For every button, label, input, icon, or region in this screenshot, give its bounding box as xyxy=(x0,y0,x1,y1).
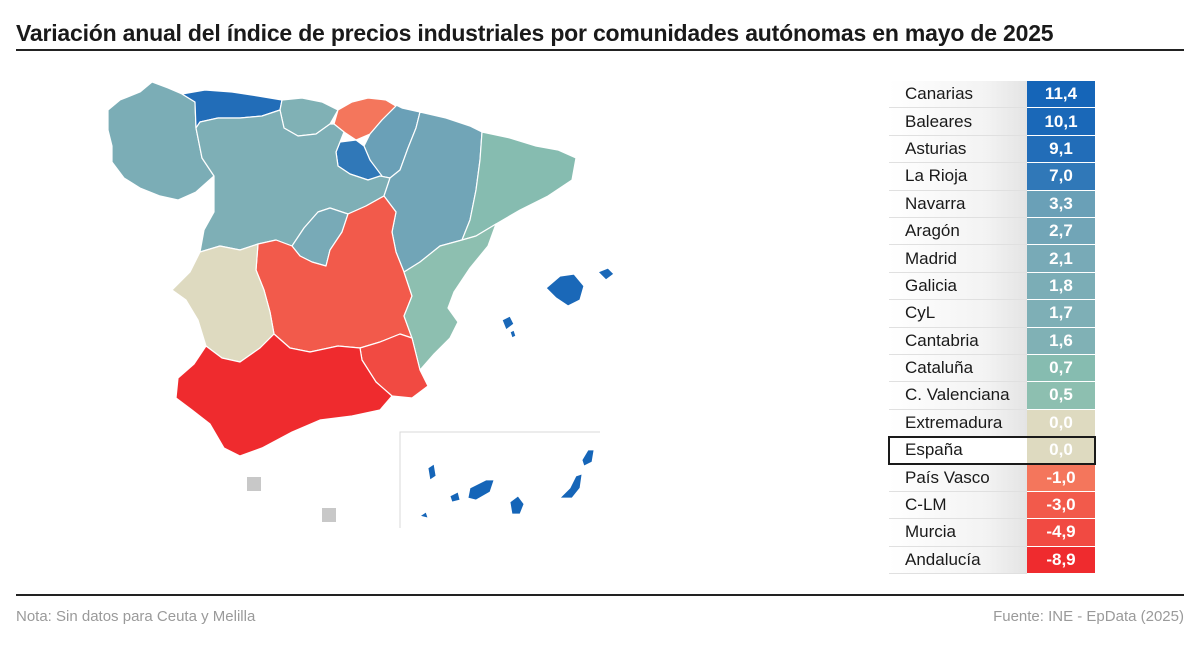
region-name: Andalucía xyxy=(889,546,1027,575)
spain-map xyxy=(107,81,615,528)
region-name: Cataluña xyxy=(889,354,1027,383)
region-value: 0,7 xyxy=(1027,354,1095,383)
table-row: Baleares 10,1 xyxy=(889,108,1095,136)
table-row: C-LM -3,0 xyxy=(889,491,1095,520)
table-row: Canarias 11,4 xyxy=(889,81,1095,109)
region-value: 2,7 xyxy=(1027,217,1095,246)
region-baleares-menorca[interactable] xyxy=(597,267,615,281)
region-value: 11,4 xyxy=(1027,81,1095,109)
table-row: Andalucía -8,9 xyxy=(889,546,1095,575)
region-canarias[interactable] xyxy=(419,449,595,519)
region-name: Aragón xyxy=(889,217,1027,246)
region-name: Madrid xyxy=(889,245,1027,273)
region-name: Navarra xyxy=(889,190,1027,218)
table-row: CyL 1,7 xyxy=(889,300,1095,328)
table-row: País Vasco -1,0 xyxy=(889,464,1095,492)
region-name: La Rioja xyxy=(889,163,1027,191)
region-value: -3,0 xyxy=(1027,491,1095,520)
table-row: Aragón 2,7 xyxy=(889,217,1095,246)
title-divider xyxy=(16,49,1184,51)
region-value: -8,9 xyxy=(1027,546,1095,575)
region-value: -4,9 xyxy=(1027,519,1095,547)
region-value: 3,3 xyxy=(1027,190,1095,218)
table-row: Extremadura 0,0 xyxy=(889,409,1095,438)
region-name: España xyxy=(889,437,1027,465)
region-name: País Vasco xyxy=(889,464,1027,492)
table-row: Cataluña 0,7 xyxy=(889,354,1095,383)
region-cataluna[interactable] xyxy=(461,131,577,241)
region-name: Baleares xyxy=(889,108,1027,136)
table-row: La Rioja 7,0 xyxy=(889,163,1095,191)
table-row: Madrid 2,1 xyxy=(889,245,1095,273)
chart-title: Variación anual del índice de precios in… xyxy=(16,20,1054,46)
region-value: 1,6 xyxy=(1027,327,1095,355)
region-baleares-mallorca[interactable] xyxy=(545,273,585,307)
region-name: Galicia xyxy=(889,272,1027,301)
canarias-inset-frame xyxy=(399,431,600,528)
region-name: C-LM xyxy=(889,491,1027,520)
table-row: Galicia 1,8 xyxy=(889,272,1095,301)
region-value: -1,0 xyxy=(1027,464,1095,492)
region-andalucia[interactable] xyxy=(175,333,393,457)
table-row: Murcia -4,9 xyxy=(889,519,1095,547)
table-row: Cantabria 1,6 xyxy=(889,327,1095,355)
table-row: España 0,0 xyxy=(888,436,1096,466)
region-name: CyL xyxy=(889,300,1027,328)
region-value: 2,1 xyxy=(1027,245,1095,273)
table-row: C. Valenciana 0,5 xyxy=(889,382,1095,410)
region-value: 9,1 xyxy=(1027,135,1095,164)
table-row: Asturias 9,1 xyxy=(889,135,1095,164)
region-name: Asturias xyxy=(889,135,1027,164)
region-value: 1,7 xyxy=(1027,300,1095,328)
table-row: Navarra 3,3 xyxy=(889,190,1095,218)
region-value: 0,0 xyxy=(1027,409,1095,438)
region-name: Extremadura xyxy=(889,409,1027,438)
region-value: 10,1 xyxy=(1027,108,1095,136)
source-text: Fuente: INE - EpData (2025) xyxy=(993,608,1184,625)
region-value: 1,8 xyxy=(1027,272,1095,301)
region-name: Murcia xyxy=(889,519,1027,547)
footer-divider xyxy=(16,594,1184,596)
region-value: 7,0 xyxy=(1027,163,1095,191)
ranking-table: Canarias 11,4 Baleares 10,1 Asturias 9,1 La Ri… xyxy=(888,81,1096,575)
region-name: C. Valenciana xyxy=(889,382,1027,410)
region-name: Canarias xyxy=(889,81,1027,109)
region-value: 0,5 xyxy=(1027,382,1095,410)
note-text: Nota: Sin datos para Ceuta y Melilla xyxy=(16,608,256,625)
region-baleares-formentera[interactable] xyxy=(509,329,517,339)
melilla-nodata xyxy=(322,508,336,522)
region-baleares-ibiza[interactable] xyxy=(501,315,515,331)
region-c-valenciana[interactable] xyxy=(403,223,497,371)
ceuta-nodata xyxy=(247,477,261,491)
region-name: Cantabria xyxy=(889,327,1027,355)
region-value: 0,0 xyxy=(1027,437,1095,465)
